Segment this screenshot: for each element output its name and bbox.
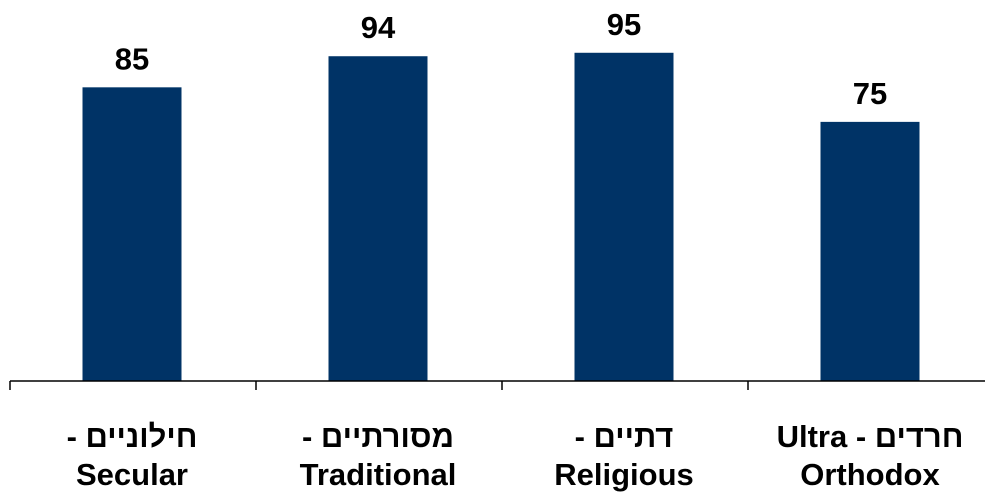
bar [328,56,428,381]
data-label: 75 [853,76,887,111]
category-label: Orthodox [800,457,940,492]
category-label: Religious [554,457,694,492]
bars-layer [82,52,920,382]
bar [820,121,920,381]
category-label: Traditional [300,457,457,492]
category-label: חרדים - Ultra [777,419,964,454]
category-labels-layer: חילוניים -Secular מסורתיים -Traditional דת… [67,419,964,492]
x-axis-ticks [9,381,749,390]
value-labels-layer: 85 94 95 75 [115,7,887,111]
category-label: דתיים - [575,419,674,454]
data-label: 94 [361,10,396,45]
bar [82,87,182,381]
category-label: Secular [76,457,188,492]
bar [574,52,674,382]
data-label: 85 [115,41,149,76]
data-label: 95 [607,7,641,42]
category-label: מסורתיים - [302,419,454,454]
category-label: חילוניים - [67,419,198,454]
